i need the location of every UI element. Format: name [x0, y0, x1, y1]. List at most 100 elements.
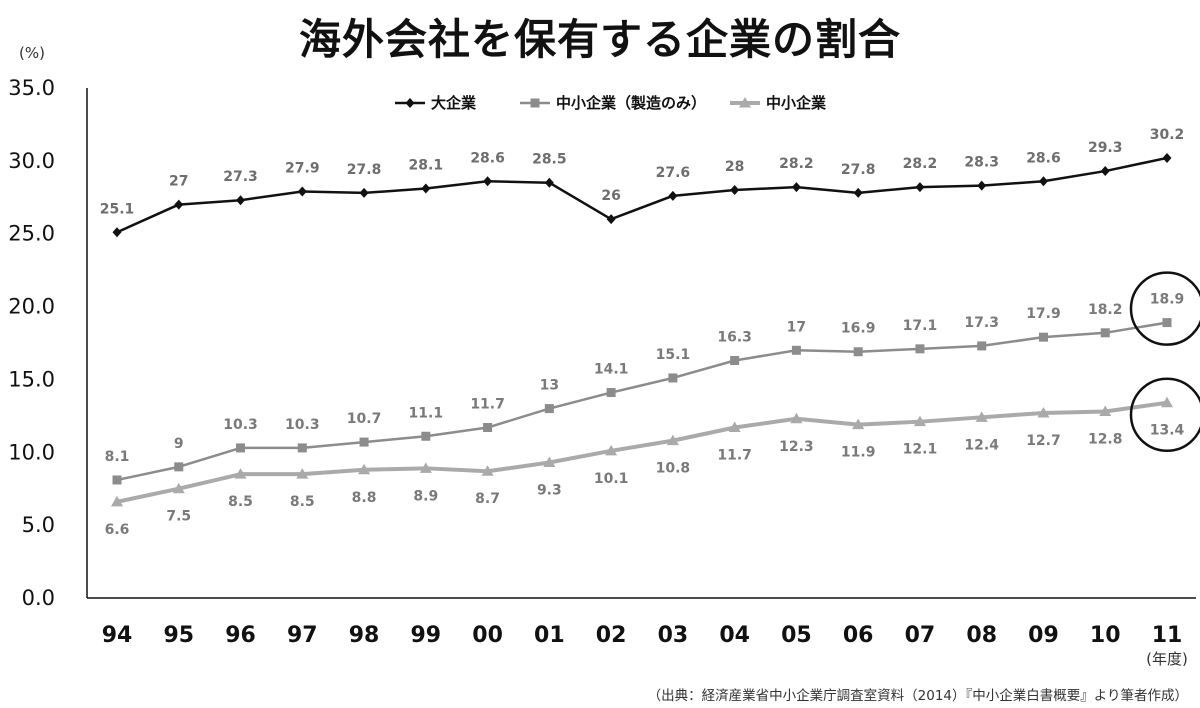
- data-label: 27.6: [656, 165, 691, 181]
- data-label: 13: [540, 378, 559, 394]
- data-point: [174, 462, 184, 472]
- highlight-circle: [1129, 377, 1200, 452]
- data-point: [236, 443, 246, 453]
- data-label: 8.5: [290, 494, 315, 510]
- data-point: [297, 186, 307, 197]
- series-1: 25.1 27 27.3 27.9 27.8 28.1 28.6 28.5 26 27.6 28 28…: [100, 127, 1185, 238]
- data-point: [1162, 318, 1172, 328]
- x-tick-label: 06: [843, 623, 874, 648]
- y-tick-label: 0.0: [22, 586, 55, 610]
- data-point: [668, 190, 678, 201]
- data-point: [236, 195, 246, 206]
- data-label: 27.8: [841, 162, 876, 178]
- legend-label: 大企業: [431, 94, 477, 112]
- data-label: 18.2: [1088, 302, 1123, 318]
- y-axis-unit: (%): [19, 44, 45, 62]
- data-label: 8.8: [352, 490, 377, 506]
- data-point: [853, 347, 863, 357]
- y-tick-label: 25.0: [8, 222, 55, 246]
- series-3: 6.6 7.5 8.5 8.5 8.8 8.9 8.7 9.3 10.1 10.8 11.7 12.3…: [105, 396, 1185, 538]
- data-point: [730, 355, 740, 365]
- data-label: 28.1: [409, 158, 444, 174]
- data-label: 27.9: [285, 160, 320, 176]
- legend-marker: [405, 98, 415, 108]
- data-point: [915, 182, 925, 193]
- data-point: [913, 415, 926, 427]
- annotation-layer: [1129, 271, 1200, 452]
- data-point: [791, 182, 801, 193]
- x-tick-label: 02: [596, 623, 627, 648]
- data-point: [606, 388, 616, 398]
- data-label: 9.3: [537, 482, 562, 498]
- data-point: [359, 437, 369, 447]
- data-label: 6.6: [105, 522, 130, 538]
- data-point: [790, 412, 803, 424]
- x-tick-label: 94: [102, 623, 133, 648]
- data-point: [481, 465, 494, 476]
- legend-item: 中小企業: [730, 94, 827, 112]
- legend-marker: [530, 98, 540, 108]
- data-label: 12.3: [779, 439, 814, 455]
- legend-label: 中小企業（製造のみ）: [556, 94, 706, 112]
- data-point: [975, 411, 988, 422]
- data-point: [977, 180, 987, 191]
- x-tick-label: 00: [472, 623, 503, 648]
- data-label: 10.3: [223, 417, 258, 433]
- y-tick-label: 15.0: [8, 367, 55, 391]
- data-point: [666, 434, 679, 446]
- data-point: [1100, 328, 1110, 338]
- data-label: 7.5: [166, 509, 191, 525]
- y-tick-label: 20.0: [8, 295, 55, 319]
- data-label: 10.8: [656, 461, 691, 477]
- data-point: [853, 187, 863, 198]
- data-label: 17.9: [1026, 306, 1061, 322]
- data-label: 9: [174, 436, 184, 452]
- y-tick-label: 5.0: [22, 513, 55, 537]
- data-label: 26: [601, 188, 620, 204]
- data-point: [728, 421, 741, 433]
- legend: 大企業 中小企業（製造のみ） 中小企業: [395, 94, 827, 112]
- data-point: [1162, 152, 1172, 163]
- x-axis-unit: (年度): [1146, 650, 1188, 668]
- data-label: 27.8: [347, 162, 382, 178]
- x-tick-label: 07: [905, 623, 936, 648]
- data-label: 16.3: [717, 329, 752, 345]
- data-point: [668, 373, 678, 383]
- data-point: [1099, 405, 1112, 416]
- x-tick-label: 01: [534, 623, 565, 648]
- highlight-circle: [1129, 271, 1200, 346]
- data-point: [359, 187, 369, 198]
- data-point: [791, 345, 801, 355]
- data-label: 12.7: [1026, 433, 1061, 449]
- chart-title: 海外会社を保有する企業の割合: [298, 15, 901, 64]
- x-tick-label: 97: [287, 623, 318, 648]
- y-tick-label: 35.0: [8, 76, 55, 100]
- data-label: 28.2: [903, 156, 938, 172]
- data-label: 12.1: [903, 442, 938, 458]
- data-point: [1037, 406, 1050, 418]
- series-line: [116, 321, 1168, 482]
- series-line: [116, 400, 1168, 504]
- data-point: [977, 341, 987, 351]
- data-label: 28.2: [779, 156, 814, 172]
- x-tick-label: 98: [349, 623, 380, 648]
- data-point: [112, 227, 122, 238]
- x-tick-label: 96: [225, 623, 256, 648]
- data-label: 27: [169, 174, 188, 190]
- data-point: [1100, 166, 1110, 177]
- data-label: 10.3: [285, 417, 320, 433]
- data-point: [112, 475, 122, 485]
- data-label: 8.1: [105, 449, 130, 465]
- data-label: 11.7: [717, 448, 752, 464]
- data-point: [234, 468, 247, 479]
- x-tick-label: 08: [966, 623, 997, 648]
- data-point: [419, 462, 432, 473]
- data-label: 30.2: [1150, 127, 1185, 143]
- data-point: [296, 468, 309, 479]
- source-note: （出典：経済産業省中小企業庁調査室資料（2014）『中小企業白書概要』より筆者作…: [647, 688, 1188, 704]
- series-line: [116, 156, 1168, 234]
- data-label: 28: [725, 159, 744, 175]
- legend-item: 大企業: [395, 94, 477, 112]
- data-point: [1161, 396, 1173, 408]
- data-label: 11.1: [409, 405, 444, 421]
